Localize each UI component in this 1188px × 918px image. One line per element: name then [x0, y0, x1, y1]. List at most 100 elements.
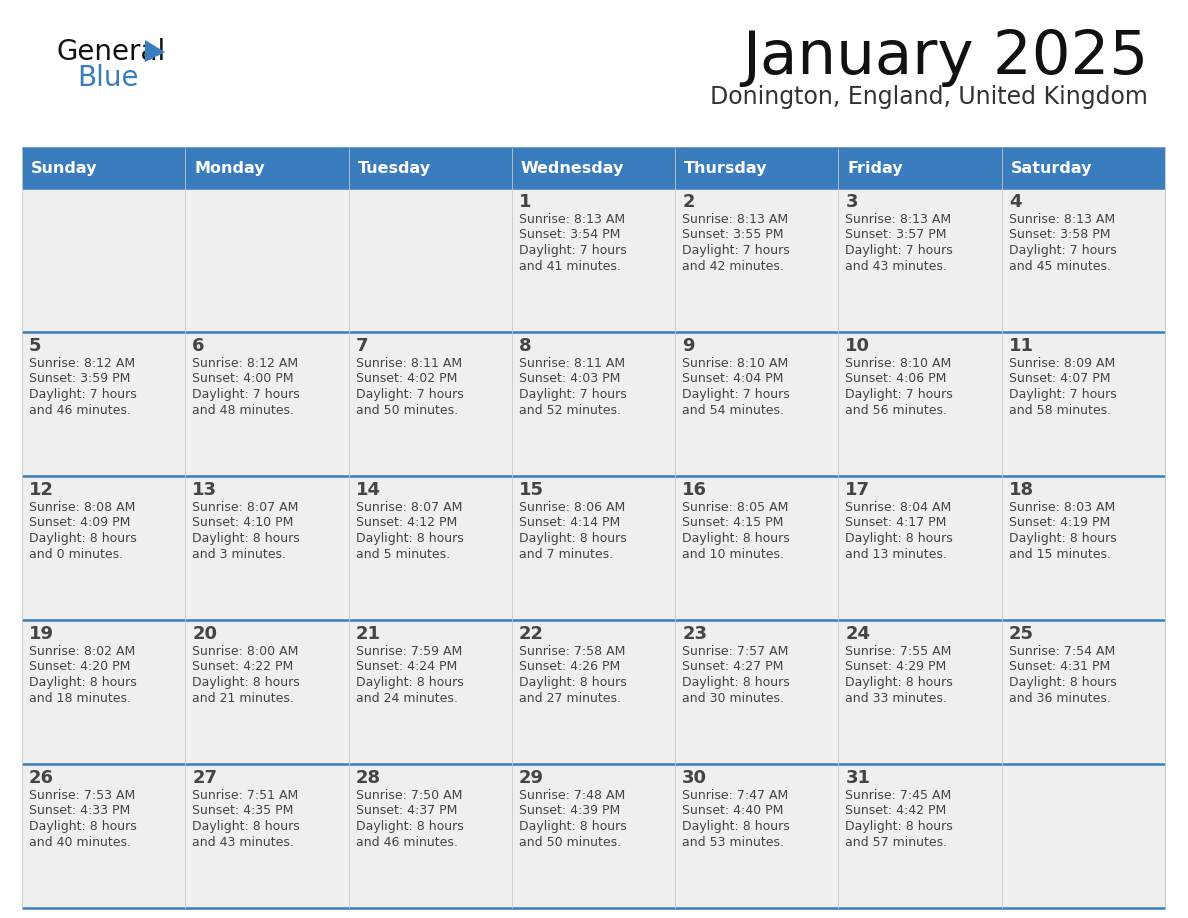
Bar	[185, 476, 348, 620]
Text: Daylight: 8 hours: Daylight: 8 hours	[846, 676, 953, 689]
Text: and 13 minutes.: and 13 minutes.	[846, 547, 947, 561]
Text: 15: 15	[519, 481, 544, 499]
Text: Sunrise: 8:08 AM: Sunrise: 8:08 AM	[29, 501, 135, 514]
Bar	[185, 148, 348, 188]
Text: Sunrise: 7:53 AM: Sunrise: 7:53 AM	[29, 789, 135, 802]
Text: 8: 8	[519, 337, 531, 355]
Text: Sunset: 4:09 PM: Sunset: 4:09 PM	[29, 517, 131, 530]
Text: Daylight: 8 hours: Daylight: 8 hours	[192, 532, 301, 545]
Text: Daylight: 7 hours: Daylight: 7 hours	[355, 388, 463, 401]
Text: and 33 minutes.: and 33 minutes.	[846, 691, 947, 704]
Text: Daylight: 7 hours: Daylight: 7 hours	[192, 388, 301, 401]
Text: Sunset: 4:04 PM: Sunset: 4:04 PM	[682, 373, 784, 386]
Text: Thursday: Thursday	[684, 162, 767, 176]
Text: Daylight: 8 hours: Daylight: 8 hours	[355, 820, 463, 833]
Text: Sunrise: 8:11 AM: Sunrise: 8:11 AM	[519, 357, 625, 370]
Text: Sunrise: 7:58 AM: Sunrise: 7:58 AM	[519, 645, 625, 658]
Bar	[23, 764, 185, 908]
Bar	[185, 332, 348, 476]
Bar	[1001, 332, 1165, 476]
Text: Sunset: 3:58 PM: Sunset: 3:58 PM	[1009, 229, 1111, 241]
Text: 7: 7	[355, 337, 368, 355]
Text: 20: 20	[192, 625, 217, 643]
Bar	[348, 476, 512, 620]
Text: and 53 minutes.: and 53 minutes.	[682, 835, 784, 848]
Text: Sunday: Sunday	[31, 162, 97, 176]
Text: Daylight: 8 hours: Daylight: 8 hours	[355, 676, 463, 689]
Text: and 58 minutes.: and 58 minutes.	[1009, 404, 1111, 417]
Bar	[675, 332, 839, 476]
Text: and 56 minutes.: and 56 minutes.	[846, 404, 947, 417]
Text: and 46 minutes.: and 46 minutes.	[29, 404, 131, 417]
Text: 27: 27	[192, 769, 217, 787]
Text: Sunrise: 8:10 AM: Sunrise: 8:10 AM	[846, 357, 952, 370]
Bar	[675, 764, 839, 908]
Text: 13: 13	[192, 481, 217, 499]
Text: Sunrise: 8:12 AM: Sunrise: 8:12 AM	[192, 357, 298, 370]
Text: 12: 12	[29, 481, 53, 499]
Text: and 15 minutes.: and 15 minutes.	[1009, 547, 1111, 561]
Text: and 40 minutes.: and 40 minutes.	[29, 835, 131, 848]
Text: Sunrise: 8:13 AM: Sunrise: 8:13 AM	[682, 213, 789, 226]
Text: Sunrise: 8:04 AM: Sunrise: 8:04 AM	[846, 501, 952, 514]
Text: Sunrise: 7:48 AM: Sunrise: 7:48 AM	[519, 789, 625, 802]
Text: and 0 minutes.: and 0 minutes.	[29, 547, 124, 561]
Text: and 10 minutes.: and 10 minutes.	[682, 547, 784, 561]
Text: Sunset: 4:35 PM: Sunset: 4:35 PM	[192, 804, 293, 818]
Text: Sunrise: 8:07 AM: Sunrise: 8:07 AM	[192, 501, 298, 514]
Text: Daylight: 8 hours: Daylight: 8 hours	[682, 532, 790, 545]
Text: Donington, England, United Kingdom: Donington, England, United Kingdom	[710, 85, 1148, 109]
Text: Sunrise: 7:45 AM: Sunrise: 7:45 AM	[846, 789, 952, 802]
Text: Sunset: 4:10 PM: Sunset: 4:10 PM	[192, 517, 293, 530]
Text: Sunset: 4:26 PM: Sunset: 4:26 PM	[519, 660, 620, 674]
Text: 5: 5	[29, 337, 42, 355]
Text: Sunrise: 7:55 AM: Sunrise: 7:55 AM	[846, 645, 952, 658]
Text: Blue: Blue	[77, 64, 139, 92]
Text: 14: 14	[355, 481, 380, 499]
Text: Sunset: 4:14 PM: Sunset: 4:14 PM	[519, 517, 620, 530]
Text: Sunset: 4:39 PM: Sunset: 4:39 PM	[519, 804, 620, 818]
Text: Sunset: 3:54 PM: Sunset: 3:54 PM	[519, 229, 620, 241]
Bar	[839, 620, 1001, 764]
Text: Sunset: 4:02 PM: Sunset: 4:02 PM	[355, 373, 457, 386]
Text: and 50 minutes.: and 50 minutes.	[355, 404, 457, 417]
Text: Sunset: 4:22 PM: Sunset: 4:22 PM	[192, 660, 293, 674]
Bar	[512, 188, 675, 332]
Text: Sunrise: 8:00 AM: Sunrise: 8:00 AM	[192, 645, 298, 658]
Text: 28: 28	[355, 769, 380, 787]
Text: Sunset: 4:31 PM: Sunset: 4:31 PM	[1009, 660, 1110, 674]
Text: Sunrise: 8:13 AM: Sunrise: 8:13 AM	[519, 213, 625, 226]
Bar	[675, 148, 839, 188]
Text: Sunset: 4:19 PM: Sunset: 4:19 PM	[1009, 517, 1110, 530]
Text: Daylight: 8 hours: Daylight: 8 hours	[846, 820, 953, 833]
Text: General: General	[57, 38, 166, 66]
Text: Sunset: 4:15 PM: Sunset: 4:15 PM	[682, 517, 784, 530]
Text: Daylight: 8 hours: Daylight: 8 hours	[192, 820, 301, 833]
Text: 18: 18	[1009, 481, 1034, 499]
Text: and 41 minutes.: and 41 minutes.	[519, 260, 621, 273]
Text: and 5 minutes.: and 5 minutes.	[355, 547, 450, 561]
Text: 25: 25	[1009, 625, 1034, 643]
Text: Sunrise: 7:57 AM: Sunrise: 7:57 AM	[682, 645, 789, 658]
Bar	[512, 476, 675, 620]
Bar	[839, 476, 1001, 620]
Text: Sunset: 4:29 PM: Sunset: 4:29 PM	[846, 660, 947, 674]
Bar	[675, 476, 839, 620]
Text: Daylight: 7 hours: Daylight: 7 hours	[1009, 388, 1117, 401]
Text: Sunrise: 8:09 AM: Sunrise: 8:09 AM	[1009, 357, 1116, 370]
Bar	[23, 620, 185, 764]
Text: Sunset: 4:06 PM: Sunset: 4:06 PM	[846, 373, 947, 386]
Bar	[23, 148, 185, 188]
Text: 21: 21	[355, 625, 380, 643]
Text: 19: 19	[29, 625, 53, 643]
Text: and 43 minutes.: and 43 minutes.	[192, 835, 295, 848]
Text: and 27 minutes.: and 27 minutes.	[519, 691, 621, 704]
Text: Sunset: 3:55 PM: Sunset: 3:55 PM	[682, 229, 784, 241]
Bar	[675, 188, 839, 332]
Text: Daylight: 8 hours: Daylight: 8 hours	[192, 676, 301, 689]
Text: Daylight: 7 hours: Daylight: 7 hours	[682, 244, 790, 257]
Text: Daylight: 7 hours: Daylight: 7 hours	[519, 388, 626, 401]
Text: Sunrise: 8:13 AM: Sunrise: 8:13 AM	[846, 213, 952, 226]
Text: 29: 29	[519, 769, 544, 787]
Bar	[512, 148, 675, 188]
